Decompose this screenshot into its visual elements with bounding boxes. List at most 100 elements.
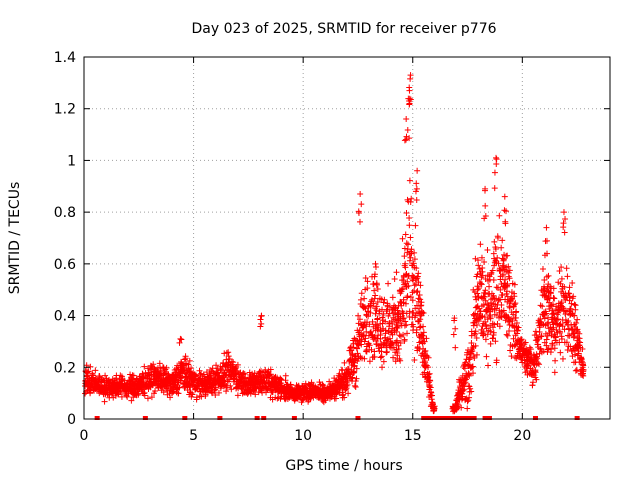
- zero-data-point: [462, 416, 468, 420]
- data-point: [503, 208, 510, 215]
- data-point: [472, 255, 479, 262]
- data-point: [473, 322, 480, 329]
- data-point: [541, 277, 548, 284]
- chart-title: Day 023 of 2025, SRMTID for receiver p77…: [191, 21, 496, 37]
- data-point: [511, 293, 518, 300]
- data-point: [420, 310, 427, 317]
- data-point: [504, 332, 511, 339]
- zero-data-point: [94, 416, 100, 420]
- data-point: [476, 265, 483, 272]
- data-point: [422, 347, 429, 354]
- data-point: [487, 328, 494, 335]
- data-point: [557, 300, 564, 307]
- grid: [84, 57, 610, 419]
- data-point: [403, 133, 410, 140]
- data-point: [386, 323, 393, 330]
- data-point: [371, 353, 378, 360]
- data-point: [504, 281, 511, 288]
- data-point: [465, 397, 472, 404]
- data-point: [490, 335, 497, 342]
- data-point: [377, 354, 384, 361]
- data-point: [503, 290, 510, 297]
- data-point: [421, 369, 428, 376]
- data-point: [358, 290, 365, 297]
- data-point: [370, 281, 377, 288]
- data-point: [576, 335, 583, 342]
- data-point: [482, 297, 489, 304]
- data-point: [497, 286, 504, 293]
- data-point: [464, 405, 471, 412]
- data-point: [354, 345, 361, 352]
- data-point: [341, 359, 348, 366]
- data-point: [218, 365, 225, 372]
- data-point: [559, 323, 566, 330]
- data-point: [385, 280, 392, 287]
- x-axis-label: GPS time / hours: [285, 458, 402, 474]
- data-point: [487, 315, 494, 322]
- data-point: [566, 294, 573, 301]
- data-point: [511, 342, 518, 349]
- data-point: [475, 285, 482, 292]
- x-tick-label: 15: [404, 428, 422, 444]
- data-point: [320, 382, 327, 389]
- data-point: [406, 97, 413, 104]
- data-point: [542, 292, 549, 299]
- data-point: [541, 339, 548, 346]
- data-point: [458, 404, 465, 411]
- data-point: [511, 301, 518, 308]
- data-point: [482, 202, 489, 209]
- data-point: [514, 327, 521, 334]
- data-point: [357, 338, 364, 345]
- data-point: [574, 326, 581, 333]
- data-point: [560, 224, 567, 231]
- data-point: [551, 369, 558, 376]
- data-point: [431, 403, 438, 410]
- data-point: [366, 342, 373, 349]
- data-point: [242, 374, 249, 381]
- data-point: [349, 374, 356, 381]
- data-point: [468, 340, 475, 347]
- data-point: [185, 361, 192, 368]
- y-tick-label: 1.2: [54, 102, 76, 118]
- data-point: [411, 256, 418, 263]
- data-point: [361, 355, 368, 362]
- data-point: [332, 395, 339, 402]
- data-point: [534, 355, 541, 362]
- data-point: [572, 302, 579, 309]
- data-point: [181, 356, 188, 363]
- data-point: [252, 391, 259, 398]
- data-point: [353, 375, 360, 382]
- data-point: [405, 241, 412, 248]
- data-point: [504, 252, 511, 259]
- data-point: [490, 250, 497, 257]
- data-point: [410, 260, 417, 267]
- data-points: [82, 72, 587, 420]
- data-point: [152, 388, 159, 395]
- data-point: [478, 254, 485, 261]
- data-point: [87, 390, 94, 397]
- data-point: [475, 257, 482, 264]
- data-point: [353, 337, 360, 344]
- data-point: [482, 336, 489, 343]
- x-tick-label: 5: [189, 428, 198, 444]
- data-point: [380, 326, 387, 332]
- data-point: [408, 195, 415, 202]
- data-point: [404, 293, 411, 300]
- data-point: [193, 394, 200, 401]
- data-point: [450, 331, 457, 338]
- data-point: [354, 350, 361, 357]
- data-point: [407, 254, 414, 261]
- x-tick-label: 20: [513, 428, 531, 444]
- data-point: [226, 376, 233, 383]
- data-point: [212, 392, 219, 399]
- data-point: [560, 209, 567, 216]
- data-point: [493, 305, 500, 312]
- data-point: [526, 344, 533, 351]
- data-point: [477, 280, 484, 287]
- data-point: [491, 321, 498, 328]
- data-point: [554, 316, 561, 323]
- data-point: [374, 298, 381, 305]
- data-point: [404, 330, 411, 337]
- data-point: [452, 344, 459, 351]
- data-point: [366, 358, 373, 365]
